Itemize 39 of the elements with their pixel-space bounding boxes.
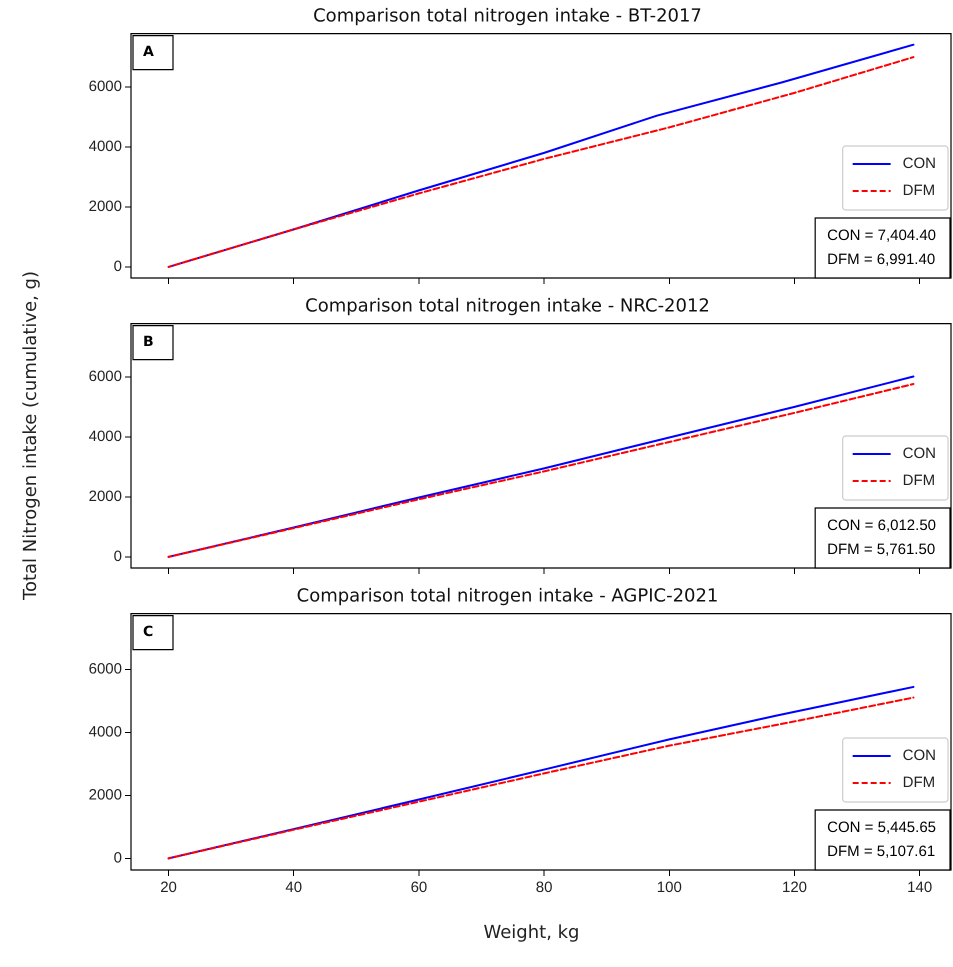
legend-label: DFM bbox=[902, 774, 936, 792]
y-tick-label: 4000 bbox=[88, 724, 122, 741]
y-tick-label: 4000 bbox=[88, 428, 122, 446]
annotation: DFM = 6,991.40 bbox=[827, 251, 936, 268]
annotation: CON = 5,445.65 bbox=[827, 819, 936, 836]
annotation: CON = 6,012.50 bbox=[827, 517, 936, 534]
y-tick-label: 2000 bbox=[88, 786, 122, 804]
legend-label: DFM bbox=[902, 472, 936, 490]
y-tick-label: 6000 bbox=[88, 368, 122, 385]
y-tick-label: 0 bbox=[114, 548, 122, 566]
x-tick-label: 100 bbox=[656, 879, 682, 896]
x-tick-label: 140 bbox=[907, 879, 932, 896]
legend-label: CON bbox=[902, 445, 936, 462]
y-tick-label: 2000 bbox=[88, 198, 122, 216]
x-axis-title: Weight, kg bbox=[482, 922, 580, 943]
legend-label: CON bbox=[902, 747, 936, 764]
y-tick-label: 6000 bbox=[88, 78, 122, 95]
chart-title: Comparison total nitrogen intake - NRC-2012 bbox=[305, 295, 710, 316]
annotation: C bbox=[143, 624, 154, 640]
y-tick-label: 0 bbox=[114, 258, 122, 276]
y-tick-label: 6000 bbox=[88, 660, 122, 678]
y-tick-label: 2000 bbox=[88, 488, 122, 506]
annotation: A bbox=[143, 44, 154, 60]
y-tick-label: 0 bbox=[114, 849, 122, 866]
x-tick-label: 120 bbox=[782, 879, 808, 896]
annotation: B bbox=[143, 334, 154, 350]
x-tick-label: 20 bbox=[160, 879, 177, 896]
annotation: DFM = 5,107.61 bbox=[827, 843, 936, 860]
legend-label: DFM bbox=[902, 182, 936, 200]
annotation: DFM = 5,761.50 bbox=[827, 541, 936, 558]
legend-label: CON bbox=[902, 155, 936, 172]
x-tick-label: 40 bbox=[285, 879, 302, 896]
chart-title: Comparison total nitrogen intake - BT-2017 bbox=[313, 5, 702, 26]
annotation: CON = 7,404.40 bbox=[827, 227, 936, 244]
x-tick-label: 80 bbox=[536, 879, 552, 896]
chart-title: Comparison total nitrogen intake - AGPIC-2021 bbox=[296, 585, 718, 606]
y-tick-label: 4000 bbox=[88, 138, 122, 156]
x-tick-label: 60 bbox=[410, 879, 428, 896]
y-axis-title: Total Nitrogen intake (cumulative, g) bbox=[19, 270, 40, 600]
